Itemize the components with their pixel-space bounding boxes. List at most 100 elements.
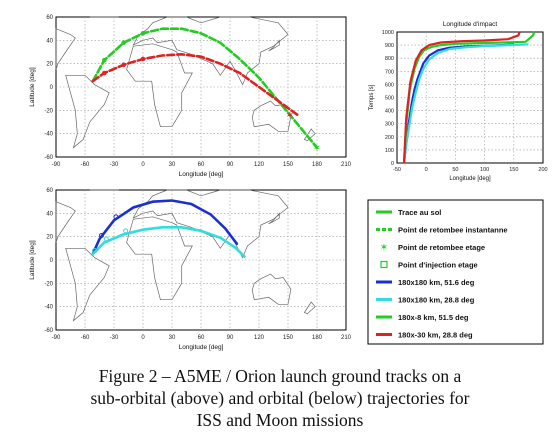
top-tick-label-x: 30	[169, 162, 176, 168]
impact-tick-label-y: 100	[385, 148, 394, 154]
top-series-point	[102, 70, 107, 76]
bottom-coastline	[55, 201, 76, 243]
bottom-tick-label-y: 0	[50, 258, 54, 264]
chart-legend: Trace au sol Point de retombee instantann…	[367, 199, 544, 345]
bottom-tick-label-x: 180	[312, 335, 323, 341]
bottom-tick-label-y: -20	[44, 281, 53, 287]
bottom-tick-label-x: 90	[227, 335, 234, 341]
chart-panel-impact: -50 0 50 100 150 2000100200300400500600700800…	[369, 21, 548, 182]
legend-item: 180x-30 km, 28.8 deg	[376, 331, 473, 340]
bottom-tick-label-x: 120	[254, 335, 265, 341]
impact-title: Longitude d'impact	[443, 21, 498, 28]
top-tick-label-y: 0	[50, 85, 54, 91]
bottom-series-point	[103, 236, 109, 242]
impact-tick-label-x: -50	[393, 167, 401, 173]
bottom-x-axis-label: Longitude [deg]	[179, 344, 224, 351]
bottom-tick-label-x: -90	[52, 335, 61, 341]
impact-y-axis-label: Temps [s]	[369, 84, 375, 110]
bottom-coastline	[65, 247, 110, 322]
bottom-tick-label-x: 150	[283, 335, 294, 341]
top-coastline	[55, 28, 76, 70]
legend-item-label: 180x180 km, 51.6 deg	[398, 278, 475, 287]
legend-square-icon	[380, 260, 388, 269]
legend-star-icon: ✶	[380, 243, 388, 254]
top-tick-label-x: 60	[198, 162, 205, 168]
top-coastline	[268, 39, 280, 52]
bottom-y-axis-label: Latitude [deg]	[29, 240, 36, 280]
bottom-series-point	[123, 228, 129, 234]
impact-tick-label-y: 800	[385, 56, 394, 62]
impact-tick-label-y: 900	[385, 43, 394, 49]
top-tick-label-y: -20	[44, 108, 53, 114]
bottom-tick-label-y: -60	[44, 328, 53, 334]
bottom-tick-label-x: 60	[198, 335, 205, 341]
legend-item-label: 180x180 km, 28.8 deg	[398, 296, 475, 305]
bottom-tick-label-x: 210	[341, 335, 352, 341]
bottom-coastline	[251, 273, 292, 305]
impact-tick-label-y: 600	[385, 82, 394, 88]
bottom-world-map	[55, 189, 316, 322]
impact-tick-label-x: 50	[452, 167, 458, 173]
legend-item-label: Point d'injection etage	[398, 261, 478, 270]
top-retombee-marker: ✶	[286, 111, 294, 122]
legend-item-label: Point de retombee etage	[398, 243, 485, 252]
impact-tick-label-y: 0	[391, 161, 394, 167]
top-tick-label-y: -40	[44, 132, 53, 138]
bottom-tick-label-x: 30	[169, 335, 176, 341]
top-series-line	[91, 52, 300, 117]
impact-series-line	[402, 31, 521, 164]
top-coastline	[251, 100, 292, 132]
impact-tick-label-y: 400	[385, 109, 394, 115]
figure-caption-line-2: sub-orbital (above) and orbital (below) …	[90, 388, 470, 408]
bottom-series-line	[91, 199, 239, 256]
top-tick-label-y: 40	[46, 38, 53, 44]
impact-tick-label-y: 1000	[382, 30, 394, 36]
legend-item-label: Point de retombee instantanne	[398, 226, 508, 235]
top-tick-label-x: -60	[81, 162, 90, 168]
figure-caption-line-3: ISS and Moon missions	[196, 410, 364, 430]
impact-tick-label-y: 500	[385, 96, 394, 102]
bottom-series-point	[98, 233, 104, 238]
bottom-tick-label-x: 0	[141, 335, 145, 341]
legend-item-label: Trace au sol	[398, 208, 441, 217]
bottom-series-line	[91, 226, 246, 258]
legend-item: 180x180 km, 28.8 deg	[376, 296, 475, 305]
impact-tick-label-y: 200	[385, 135, 394, 141]
top-tick-label-y: 20	[46, 62, 53, 68]
legend-item: ✶ Point de retombee etage	[380, 243, 485, 254]
legend-item-label: 180x-8 km, 51.5 deg	[398, 313, 469, 322]
chart-panel-bottom: -90 -60 -30 0 30 60 90 120 150 180 210-60-40-20020…	[29, 188, 352, 351]
figure-caption-line-1: Figure 2 – A5ME / Orion launch ground tr…	[98, 366, 462, 386]
bottom-coastline	[268, 212, 280, 225]
bottom-tick-label-y: 60	[46, 188, 53, 194]
top-tick-label-x: 0	[141, 162, 145, 168]
top-coastline	[126, 43, 193, 128]
legend-item: 180x180 km, 51.6 deg	[376, 278, 475, 287]
top-tick-label-x: 210	[341, 162, 352, 168]
bottom-series-point	[92, 248, 98, 254]
impact-tick-label-x: 0	[425, 167, 428, 173]
legend-item: Trace au sol	[376, 208, 441, 217]
impact-tick-label-y: 300	[385, 122, 394, 128]
top-y-axis-label: Latitude [deg]	[29, 67, 36, 107]
top-tick-label-x: 90	[227, 162, 234, 168]
top-series-point	[140, 56, 146, 62]
top-coastline	[65, 74, 110, 149]
impact-series-line	[402, 43, 529, 164]
top-tick-label-x: -30	[110, 162, 119, 168]
impact-tick-label-x: 100	[480, 167, 489, 173]
bottom-tick-label-y: -40	[44, 305, 53, 311]
impact-tick-label-x: 200	[538, 167, 547, 173]
bottom-coastline	[132, 189, 289, 259]
bottom-tick-label-y: 40	[46, 211, 53, 217]
top-series-point	[140, 31, 146, 36]
bottom-coastline	[126, 216, 193, 301]
top-coastline	[132, 16, 289, 86]
top-tick-label-y: 60	[46, 15, 53, 21]
top-series-point	[102, 57, 107, 63]
top-tick-label-x: -90	[52, 162, 61, 168]
impact-tick-label-y: 700	[385, 69, 394, 75]
top-series-point	[121, 62, 126, 68]
impact-tick-label-x: 150	[509, 167, 518, 173]
